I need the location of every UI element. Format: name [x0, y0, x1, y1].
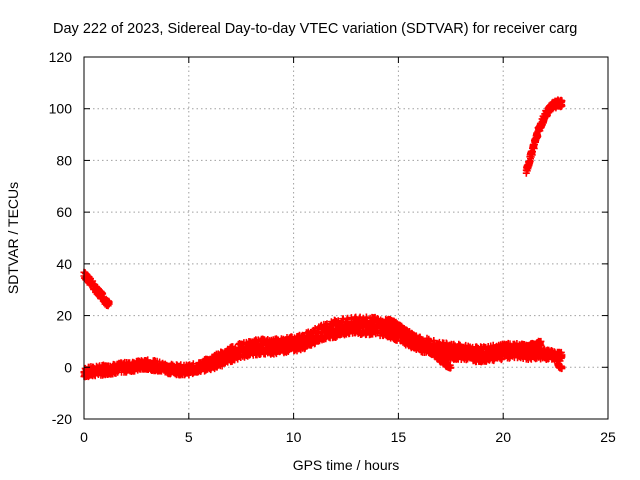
marker-cloud: [80, 313, 566, 381]
y-tick-label: 60: [56, 204, 72, 220]
x-tick-label: 15: [391, 429, 407, 445]
series-branch-b: [394, 323, 465, 360]
y-tick-label: 100: [49, 101, 73, 117]
marker-cloud: [510, 337, 545, 355]
y-tick-label: 40: [56, 256, 72, 272]
x-tick-label: 0: [80, 429, 88, 445]
y-tick-label: 0: [64, 359, 72, 375]
marker-cloud: [522, 96, 566, 177]
data-points: [80, 96, 566, 381]
series-early-decline: [80, 268, 113, 310]
y-tick-label: 80: [56, 152, 72, 168]
plot-frame: [83, 56, 609, 420]
y-axis-label: SDTVAR / TECUs: [5, 182, 21, 294]
marker-cloud: [80, 268, 113, 310]
x-tick-label: 20: [495, 429, 511, 445]
y-tick-label: -20: [52, 411, 72, 427]
series-end-dip: [554, 360, 566, 373]
marker-cloud: [554, 360, 566, 373]
axis-ticks: 0 5 10 15 20 25 -20 0 20 40 60 80 100 120: [49, 49, 616, 445]
x-axis-label: GPS time / hours: [293, 457, 400, 473]
series-late-rise: [522, 96, 566, 177]
series-late-branch: [510, 337, 545, 355]
y-tick-label: 20: [56, 308, 72, 324]
x-tick-label: 25: [600, 429, 616, 445]
grid: [84, 57, 608, 419]
x-tick-label: 10: [286, 429, 302, 445]
y-tick-label: 120: [49, 49, 73, 65]
x-tick-label: 5: [185, 429, 193, 445]
series-main-band: [80, 313, 566, 381]
chart-title: Day 222 of 2023, Sidereal Day-to-day VTE…: [53, 21, 577, 37]
marker-cloud: [394, 323, 465, 360]
